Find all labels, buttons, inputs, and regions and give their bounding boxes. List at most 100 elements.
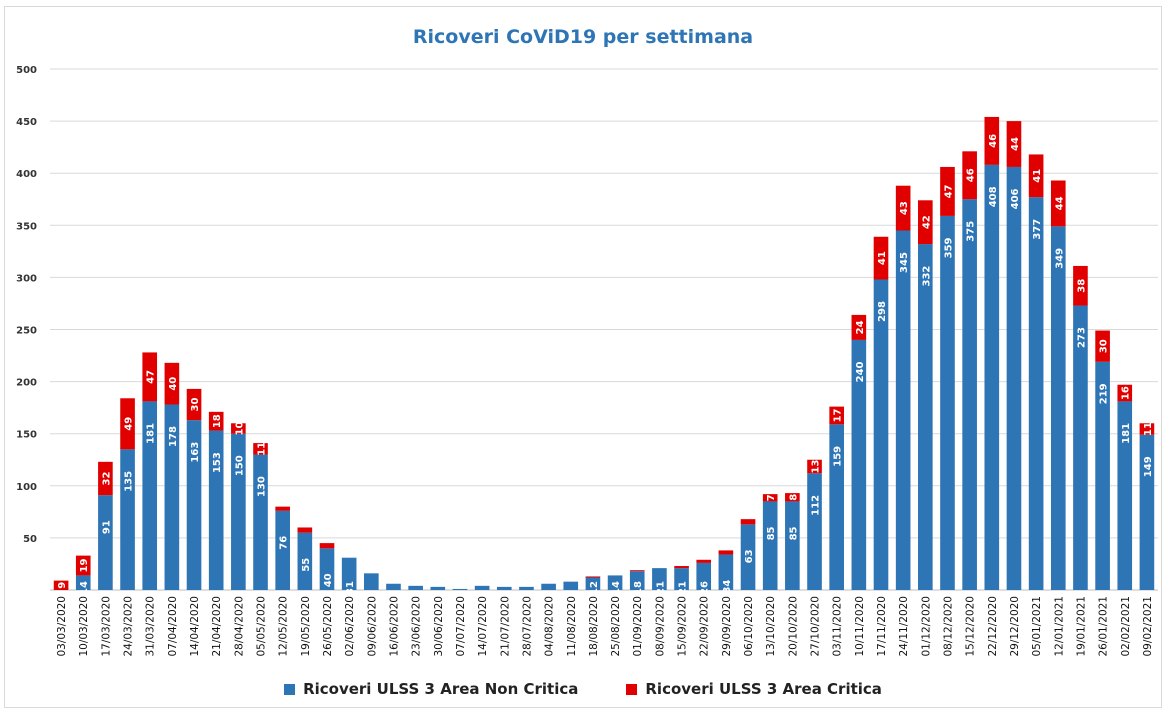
bar-critica — [718, 550, 734, 555]
data-label-non-critica: 14 — [79, 581, 90, 595]
x-tick-label: 20/10/2020 — [787, 596, 799, 657]
data-label-critica: 18 — [212, 414, 223, 428]
bar-non-critica — [253, 454, 268, 590]
x-tick-label: 28/07/2020 — [521, 596, 533, 657]
x-tick-label: 14/07/2020 — [477, 596, 489, 657]
bar-non-critica — [474, 585, 490, 590]
data-label-non-critica: 377 — [1032, 219, 1043, 240]
x-tick-label: 23/06/2020 — [411, 596, 423, 657]
data-label-critica: 44 — [1054, 196, 1065, 210]
legend: Ricoveri ULSS 3 Area Non Critica Ricover… — [0, 680, 1166, 698]
bar-non-critica — [807, 473, 822, 590]
x-tick-label: 06/10/2020 — [743, 596, 755, 657]
x-tick-label: 12/01/2021 — [1053, 596, 1065, 657]
bar-non-critica — [563, 581, 579, 590]
bar-critica — [186, 388, 202, 421]
x-tick-label: 24/11/2020 — [898, 596, 910, 657]
data-label-non-critica: 21 — [678, 581, 689, 595]
data-label-non-critica: 149 — [1143, 456, 1154, 477]
data-label-non-critica: 153 — [212, 452, 223, 473]
bar-non-critica — [496, 586, 512, 590]
data-label-non-critica: 375 — [966, 221, 977, 242]
data-label-critica: 30 — [1099, 339, 1110, 353]
x-tick-label: 02/06/2020 — [344, 596, 356, 657]
x-tick-label: 19/05/2020 — [300, 596, 312, 657]
data-label-non-critica: 181 — [1121, 423, 1132, 444]
x-tick-label: 12/05/2020 — [278, 596, 290, 657]
data-label-critica: 16 — [1121, 386, 1132, 400]
x-tick-label: 10/03/2020 — [78, 596, 90, 657]
data-label-non-critica: 55 — [301, 558, 312, 572]
data-label-critica: 42 — [921, 215, 932, 229]
bar-critica — [585, 576, 601, 578]
bar-non-critica — [629, 571, 645, 590]
data-label-critica: 9 — [57, 582, 68, 589]
data-label-critica: 30 — [190, 398, 201, 412]
data-label-non-critica: 91 — [101, 520, 112, 534]
bar-critica — [75, 555, 91, 576]
data-label-non-critica: 76 — [279, 536, 290, 550]
data-label-non-critica: 40 — [323, 573, 334, 587]
bar-non-critica — [851, 339, 867, 590]
data-label-non-critica: 34 — [722, 580, 733, 594]
bar-non-critica — [607, 575, 623, 590]
data-label-non-critica: 349 — [1054, 248, 1065, 269]
bar-non-critica — [762, 501, 778, 590]
bar-critica — [851, 314, 867, 340]
x-tick-label: 01/09/2020 — [632, 596, 644, 657]
data-label-critica: 40 — [168, 377, 179, 391]
x-tick-label: 02/02/2021 — [1120, 596, 1132, 657]
x-tick-label: 30/06/2020 — [433, 596, 445, 657]
bar-non-critica — [1073, 305, 1088, 590]
bar-non-critica — [541, 583, 556, 590]
bar-critica — [1006, 121, 1022, 167]
legend-item-critica: Ricoveri ULSS 3 Area Critica — [626, 680, 882, 698]
data-label-non-critica: 21 — [655, 581, 666, 595]
bar-critica — [696, 559, 712, 563]
bar-critica — [807, 459, 822, 474]
bar-non-critica — [652, 568, 667, 590]
x-tick-label: 22/09/2020 — [699, 596, 711, 657]
bar-non-critica — [585, 577, 601, 590]
bar-non-critica — [984, 164, 1000, 590]
bar-critica — [1095, 330, 1110, 362]
legend-item-non-critica: Ricoveri ULSS 3 Area Non Critica — [284, 680, 578, 698]
x-tick-label: 05/05/2020 — [256, 596, 268, 657]
bar-critica — [918, 200, 933, 245]
data-label-non-critica: 219 — [1099, 383, 1110, 404]
bar-critica — [208, 411, 224, 431]
data-label-non-critica: 406 — [1010, 188, 1021, 209]
x-tick-label: 03/03/2020 — [56, 596, 68, 657]
x-tick-label: 01/12/2020 — [920, 596, 932, 657]
x-tick-label: 08/12/2020 — [942, 596, 954, 657]
data-label-critica: 49 — [124, 417, 135, 431]
bar-non-critica — [275, 510, 290, 590]
data-label-non-critica: 85 — [788, 526, 799, 540]
bar-non-critica — [740, 524, 756, 590]
legend-label-non-critica: Ricoveri ULSS 3 Area Non Critica — [303, 680, 579, 698]
data-label-non-critica: 298 — [877, 301, 888, 322]
data-label-critica: 44 — [1010, 137, 1021, 151]
bar-critica — [785, 493, 800, 502]
bar-non-critica — [696, 562, 712, 590]
bar-critica — [873, 236, 889, 280]
x-tick-label: 14/04/2020 — [189, 596, 201, 657]
bar-non-critica — [341, 557, 357, 590]
bar-non-critica — [231, 433, 246, 590]
bar-critica — [164, 362, 180, 405]
bar-non-critica — [1139, 434, 1155, 590]
data-label-non-critica: 31 — [345, 581, 356, 595]
legend-label-critica: Ricoveri ULSS 3 Area Critica — [645, 680, 882, 698]
bar-critica — [297, 527, 313, 533]
bar-critica — [829, 406, 844, 425]
x-tick-label: 26/01/2021 — [1098, 596, 1110, 657]
x-tick-label: 10/11/2020 — [854, 596, 866, 657]
bar-non-critica — [918, 244, 933, 590]
bar-critica — [1117, 384, 1133, 402]
x-tick-label: 13/10/2020 — [765, 596, 777, 657]
data-label-critica: 47 — [146, 370, 157, 384]
bar-non-critica — [674, 568, 689, 590]
bar-non-critica — [962, 199, 977, 590]
x-tick-label: 08/09/2020 — [654, 596, 666, 657]
